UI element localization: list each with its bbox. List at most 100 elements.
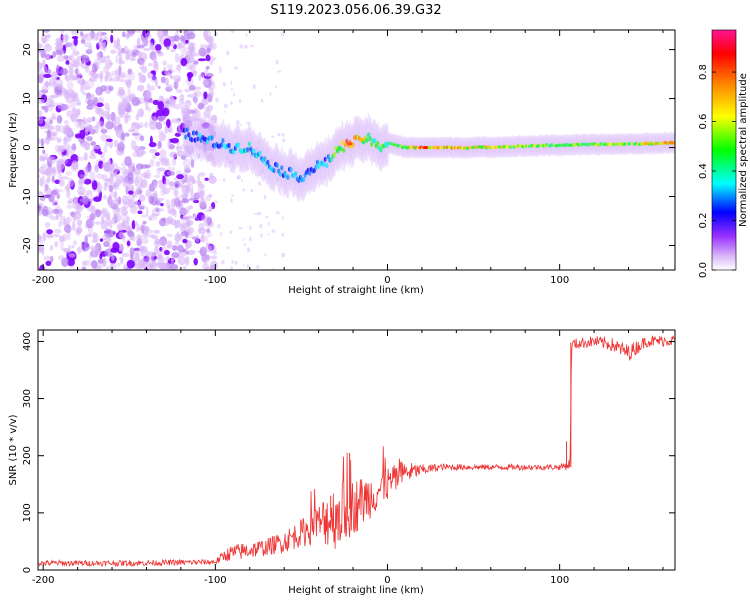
x-tick-label: 100 [550,275,569,286]
noise-blob [277,132,281,137]
noise-blob [137,84,145,92]
noise-blob [175,64,181,71]
noise-blob [229,230,233,234]
noise-blob [54,199,59,206]
noise-blob [131,52,137,57]
noise-blob [163,264,171,270]
noise-blob [281,215,284,220]
noise-blob [38,110,43,116]
noise-blob [208,175,217,184]
noise-blob [96,42,100,50]
noise-blob [154,238,160,245]
noise-blob [158,132,167,142]
noise-blob [82,121,86,125]
noise-blob [71,245,75,249]
noise-blob [237,175,241,180]
noise-blob [183,165,191,171]
noise-blob [164,77,169,86]
colorbar-label: Normalized spectral amplitude [738,73,749,227]
noise-blob [159,239,167,246]
ridge-cell [210,135,214,141]
noise-blob [106,216,111,227]
noise-blob [214,200,218,204]
noise-blob [193,52,200,57]
y-tick-label: 0 [22,144,33,150]
noise-blob [138,194,146,203]
noise-blob [67,154,72,161]
noise-blob [113,116,121,124]
noise-blob [61,34,70,41]
noise-blob [46,69,52,75]
ridge-cell [294,171,298,177]
noise-blob [38,138,42,144]
noise-blob [168,180,175,188]
noise-blob [102,157,106,162]
noise-blob [187,72,192,82]
snr-plot-area [38,335,675,568]
y-tick-label: 100 [22,503,33,522]
noise-blob [103,145,108,154]
noise-blob [174,197,180,207]
ridge-cell [232,149,236,155]
ridge-cell [272,167,276,174]
noise-blob [140,237,149,245]
noise-blob [175,128,183,134]
noise-blob [76,156,86,161]
noise-blob [175,78,181,82]
spectrogram-heatmap [38,30,675,270]
noise-blob [141,61,145,67]
ridge-cell [345,138,349,144]
noise-blob [68,197,73,204]
noise-blob [100,128,108,134]
noise-blob [105,71,113,82]
noise-blob [58,221,62,228]
noise-blob [40,157,48,161]
noise-blob [185,62,194,70]
noise-blob [239,44,244,49]
noise-blob [148,261,155,270]
noise-blob [47,103,54,112]
noise-blob [118,73,126,78]
noise-blob [136,30,142,34]
noise-blob [207,38,214,43]
noise-blob [202,30,212,37]
noise-blob [245,32,248,37]
noise-blob [156,197,165,202]
noise-blob [136,189,143,195]
noise-blob [155,207,159,213]
ridge-cell [195,130,199,136]
noise-blob [140,214,149,218]
noise-blob [185,205,190,212]
noise-blob [44,136,51,145]
noise-blob [90,239,98,244]
noise-blob [129,247,135,256]
noise-blob [233,92,235,97]
noise-blob [65,60,70,65]
noise-blob [112,241,120,252]
noise-blob [38,233,42,243]
snr-series-line [38,335,675,568]
ridge-cell [219,142,224,148]
noise-blob [97,184,101,195]
noise-blob [153,115,157,124]
noise-blob [184,100,192,108]
noise-blob [98,51,104,58]
noise-blob [250,44,254,48]
noise-blob [187,249,196,256]
noise-blob [51,71,58,81]
noise-blob [231,88,233,91]
noise-blob [143,95,152,104]
noise-blob [197,58,207,62]
noise-blob [166,64,174,69]
noise-blob [56,55,65,62]
noise-blob [38,74,44,84]
x-tick-label: 0 [384,575,390,586]
noise-blob [165,256,171,261]
noise-blob [43,187,52,194]
noise-blob [184,88,191,93]
noise-blob [117,47,122,57]
noise-blob [104,102,110,111]
noise-blob [103,240,110,248]
noise-blob [281,138,286,143]
noise-blob [66,80,74,90]
